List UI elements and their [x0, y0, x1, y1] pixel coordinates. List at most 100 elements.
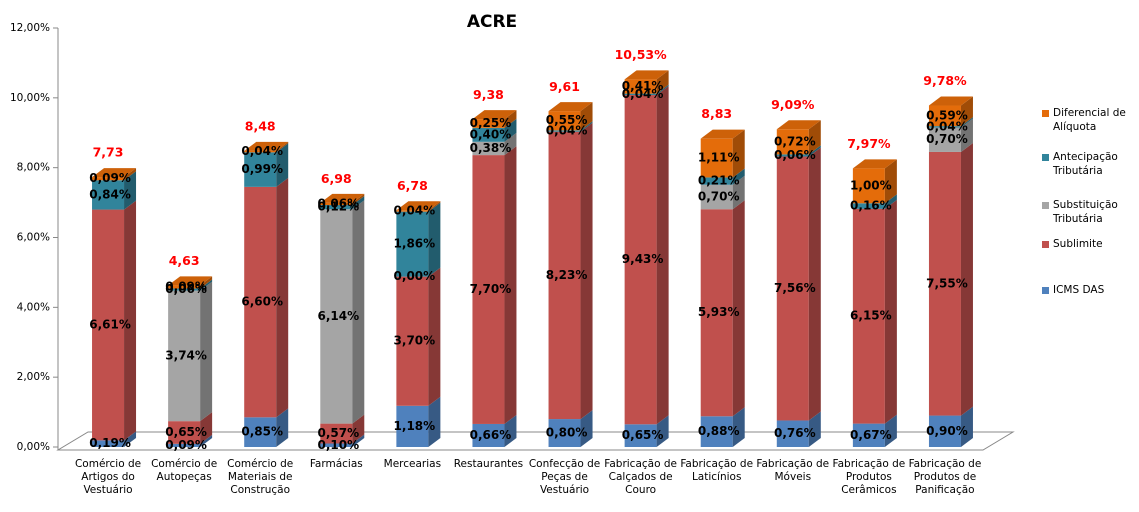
bar-segment-side [732, 168, 745, 185]
bar-segment [396, 210, 429, 212]
bar-segment-side [428, 202, 441, 277]
bar-segment-side [200, 434, 213, 447]
data-label: 1,11% [698, 151, 740, 165]
y-tick-label: 6,00% [17, 232, 50, 244]
bar-segment-side [200, 279, 213, 291]
data-label: 0,70% [698, 189, 740, 203]
bar-segment-side [200, 281, 213, 422]
y-tick-label: 8,00% [17, 162, 50, 174]
bar-top [320, 193, 365, 203]
bar-segment-side [504, 132, 517, 156]
bar-top [624, 70, 669, 80]
bar-segment-side [960, 117, 973, 128]
bar-segment [852, 168, 885, 204]
legend-swatch [1042, 202, 1049, 209]
x-tick-label: Comércio de Materiais de Construção [227, 458, 294, 496]
bar-segment-side [124, 431, 137, 447]
bar-segment [472, 141, 505, 156]
bar-segment [472, 155, 505, 424]
bar-segment-side [504, 118, 517, 142]
bar-segment [168, 285, 201, 289]
bar-segment-side [504, 110, 517, 128]
bar-segment [320, 209, 353, 424]
data-label: 1,00% [850, 178, 892, 192]
legend-swatch [1042, 110, 1049, 117]
bar-segment [92, 209, 125, 441]
bar-segment-side [200, 412, 213, 444]
bar-segment [92, 177, 125, 181]
bar-segment [700, 177, 733, 185]
bar-segment-side [352, 196, 365, 210]
bar-segment [244, 152, 277, 187]
bar-top [852, 159, 897, 169]
legend-swatch [1042, 287, 1049, 294]
y-tick-label: 12,00% [10, 22, 50, 34]
data-label: 0,55% [546, 113, 588, 127]
data-label: 0,99% [241, 162, 283, 176]
data-label: 0,09% [165, 438, 207, 452]
total-label: 7,97% [847, 136, 891, 151]
data-label: 0,57% [317, 426, 359, 440]
bar-segment-side [732, 407, 745, 447]
bar-segment-side [504, 146, 517, 424]
legend-swatch [1042, 154, 1049, 161]
bar-segment-side [808, 147, 821, 421]
bar-top [548, 102, 593, 112]
bar-segment-side [960, 406, 973, 447]
bar-segment [700, 138, 733, 178]
data-label: 0,06% [317, 196, 359, 210]
bar-segment [168, 288, 201, 291]
bar-segment [320, 423, 353, 444]
floor [56, 431, 1015, 451]
legend-label: Substituição Tributária [1053, 199, 1118, 225]
data-label: 0,84% [89, 187, 131, 201]
total-label: 6,98 [321, 171, 352, 186]
bar-segment [700, 209, 733, 417]
bar-segment [320, 443, 353, 447]
bar-segment-side [884, 159, 897, 204]
bar-segment [168, 290, 201, 422]
y-tick-label: 4,00% [17, 301, 50, 313]
bar-segment-side [732, 200, 745, 417]
bar-segment-side [884, 199, 897, 424]
legend-label: ICMS DAS [1053, 284, 1105, 296]
data-label: 9,43% [622, 252, 664, 266]
legend-swatch [1042, 241, 1049, 248]
x-tick-label: Confecção de Peças de Vestuário [528, 458, 601, 496]
bar-segment-side [656, 415, 669, 447]
data-label: 0,85% [241, 425, 283, 439]
bar-segment-side [504, 414, 517, 447]
bar-segment [548, 419, 581, 447]
data-label: 0,04% [622, 87, 664, 101]
bar-segment [700, 184, 733, 210]
bar-segment-side [276, 177, 289, 418]
data-label: 1,18% [394, 419, 436, 433]
total-label: 9,09% [771, 97, 815, 112]
bar-segment [928, 127, 961, 152]
bar-segment-side [276, 408, 289, 447]
bar-segment [852, 203, 885, 209]
bar-segment [700, 416, 733, 447]
bar-top [396, 201, 441, 211]
data-label: 0,40% [470, 127, 512, 141]
bar-segment [776, 129, 809, 155]
bar-segment-side [884, 414, 897, 447]
bar-segment-side [656, 86, 669, 425]
bar-segment [396, 211, 429, 277]
legend-label: Antecipação Tributária [1053, 151, 1118, 177]
data-label: 0,90% [926, 424, 968, 438]
bar-segment-side [580, 410, 593, 447]
bar-segment-side [732, 175, 745, 210]
data-label: 6,15% [850, 309, 892, 323]
bar-segment [396, 405, 429, 447]
bar-top [928, 96, 973, 106]
data-label: 0,04% [546, 124, 588, 138]
data-label: 7,55% [926, 276, 968, 290]
total-label: 7,73 [93, 145, 124, 160]
bar-segment [928, 415, 961, 447]
legend-label: Sublimite [1053, 238, 1103, 250]
total-label: 10,53% [615, 47, 668, 62]
bar-segment-side [352, 193, 365, 206]
y-tick-label: 2,00% [17, 371, 50, 383]
